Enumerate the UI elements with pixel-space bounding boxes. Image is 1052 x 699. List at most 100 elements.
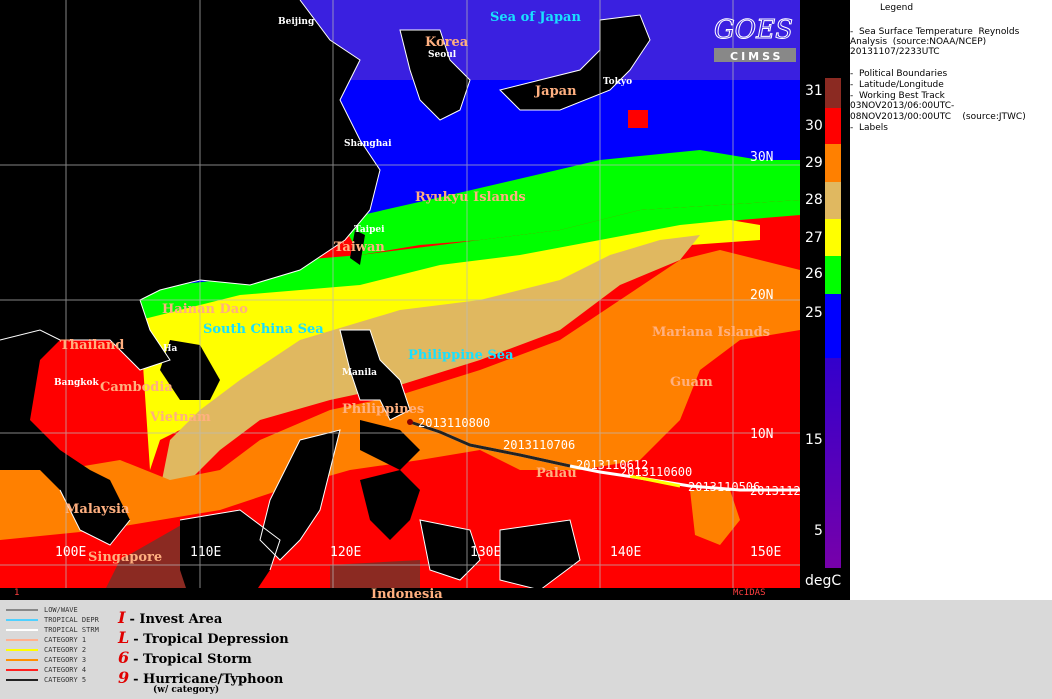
legend-row: Analysis (source:NOAA/NCEP) (850, 37, 987, 47)
tick-26: 26 (805, 266, 823, 282)
swatch-28 (825, 182, 841, 219)
line-label-cat2: CATEGORY 2 (44, 646, 87, 654)
symbol-hurr-label: - Hurricane/Typhoon (133, 672, 284, 687)
tick-5: 5 (814, 523, 823, 539)
legend-title: Legend (880, 3, 914, 13)
swatch-25 (825, 294, 841, 358)
hanoi-label: Ha (163, 344, 178, 354)
symbol-invest-label: - Invest Area (129, 612, 223, 627)
tick-27: 27 (805, 230, 823, 246)
line-swatch-cat5 (6, 679, 38, 681)
singapore-label: Singapore (88, 550, 163, 565)
legend-row: 08NOV2013/00:00UTC (source:JTWC) (850, 112, 1026, 122)
lon-140e-label: 140E (610, 545, 642, 560)
track-label-2013112: 2013112 (750, 484, 800, 498)
legend-row: - Latitude/Longitude (850, 80, 944, 90)
sst-field (0, 0, 800, 600)
line-label-cat3: CATEGORY 3 (44, 656, 87, 664)
cambodia-label: Cambodia (100, 380, 173, 395)
mariana-islands-label: Mariana Islands (652, 325, 771, 340)
mcidas-label: McIDAS (733, 588, 766, 598)
legend-row: 03NOV2013/06:00UTC- (850, 101, 955, 111)
manila-label: Manila (342, 368, 378, 378)
line-swatch-td (6, 619, 38, 621)
lon-110e-label: 110E (190, 545, 222, 560)
tropical-depression-icon: L (118, 628, 130, 647)
swatch-29 (825, 144, 841, 182)
symbol-invest: I- Invest Area (118, 608, 222, 627)
sst-map: Sea of Japan South China Sea Philippine … (0, 0, 800, 600)
tick-31: 31 (805, 83, 823, 99)
swatch-31 (825, 78, 841, 108)
line-swatch-ts (6, 629, 38, 631)
unit-label: degC (805, 573, 842, 589)
symbol-td-label: - Tropical Depression (133, 632, 289, 647)
taipei-label: Taipei (354, 225, 385, 235)
lat-10n-label: 10N (750, 427, 774, 442)
philippine-sea-label: Philippine Sea (408, 348, 514, 363)
malaysia-label: Malaysia (65, 502, 130, 517)
symbol-hurr: 9- Hurricane/Typhoon (118, 668, 283, 687)
lon-120e-label: 120E (330, 545, 362, 560)
tick-30: 30 (805, 118, 823, 134)
line-label-cat4: CATEGORY 4 (44, 666, 87, 674)
tick-25: 25 (805, 305, 823, 321)
lon-100e-label: 100E (55, 545, 87, 560)
taiwan-label: Taiwan (334, 240, 385, 255)
frame-number: 1 (14, 588, 20, 598)
track-legend: LOW/WAVE TROPICAL DEPR TROPICAL STRM CAT… (0, 600, 1052, 699)
line-label-ts: TROPICAL STRM (44, 626, 99, 634)
south-china-sea-label: South China Sea (203, 322, 324, 337)
japan-label: Japan (535, 84, 577, 99)
bangkok-label: Bangkok (54, 378, 99, 388)
guam-label: Guam (670, 375, 713, 390)
cimss-logo: GOES CIMSS (712, 8, 798, 66)
color-scale: 31 30 29 28 27 26 25 15 5 degC (800, 0, 850, 600)
swatch-cold (825, 358, 841, 568)
line-label-low: LOW/WAVE (44, 606, 78, 614)
legend-row: - Labels (850, 123, 888, 133)
hainan-label: Hainan Dao (162, 302, 248, 317)
line-label-cat5: CATEGORY 5 (44, 676, 87, 684)
lat-30n-label: 30N (750, 150, 774, 165)
sea-of-japan-label: Sea of Japan (490, 10, 581, 25)
legend-row: - Political Boundaries (850, 69, 948, 79)
line-swatch-cat1 (6, 639, 38, 641)
track-label-2013110600: 2013110600 (620, 465, 693, 479)
symbol-ts-label: - Tropical Storm (133, 652, 252, 667)
lat-20n-label: 20N (750, 288, 774, 303)
track-label-2013110506: 2013110506 (688, 480, 761, 494)
tick-28: 28 (805, 192, 823, 208)
vietnam-label: Vietnam (150, 410, 211, 425)
symbol-ts: 6- Tropical Storm (118, 648, 252, 667)
swatch-26 (825, 256, 841, 294)
philippines-label: Philippines (342, 402, 425, 417)
lon-150e-label: 150E (750, 545, 782, 560)
tick-29: 29 (805, 155, 823, 171)
invest-area-icon: I (118, 608, 126, 627)
seoul-label: Seoul (428, 50, 457, 60)
symbol-note: (w/ category) (153, 685, 220, 695)
track-label-2013110706: 2013110706 (503, 438, 576, 452)
legend-row: - Working Best Track (850, 91, 945, 101)
svg-text:CIMSS: CIMSS (730, 50, 783, 63)
line-swatch-cat3 (6, 659, 38, 661)
palau-label: Palau (536, 466, 577, 481)
korea-label: Korea (425, 35, 469, 50)
shanghai-label: Shanghai (344, 139, 392, 149)
hurricane-icon: 9 (118, 668, 130, 687)
legend-row: - Sea Surface Temperature Reynolds (850, 27, 1020, 37)
legend-row: 20131107/2233UTC (850, 47, 940, 57)
lon-130e-label: 130E (470, 545, 502, 560)
svg-text:GOES: GOES (714, 15, 793, 45)
indonesia-label: Indonesia (371, 587, 443, 600)
line-swatch-cat2 (6, 649, 38, 651)
ryukyu-label: Ryukyu Islands (415, 190, 526, 205)
swatch-30 (825, 108, 841, 144)
tropical-storm-icon: 6 (118, 648, 130, 667)
legend-panel: Legend - Sea Surface Temperature Reynold… (850, 0, 1052, 600)
line-swatch-low (6, 609, 38, 611)
swatch-27 (825, 219, 841, 256)
symbol-td: L- Tropical Depression (118, 628, 289, 647)
beijing-label: Beijing (278, 17, 315, 27)
